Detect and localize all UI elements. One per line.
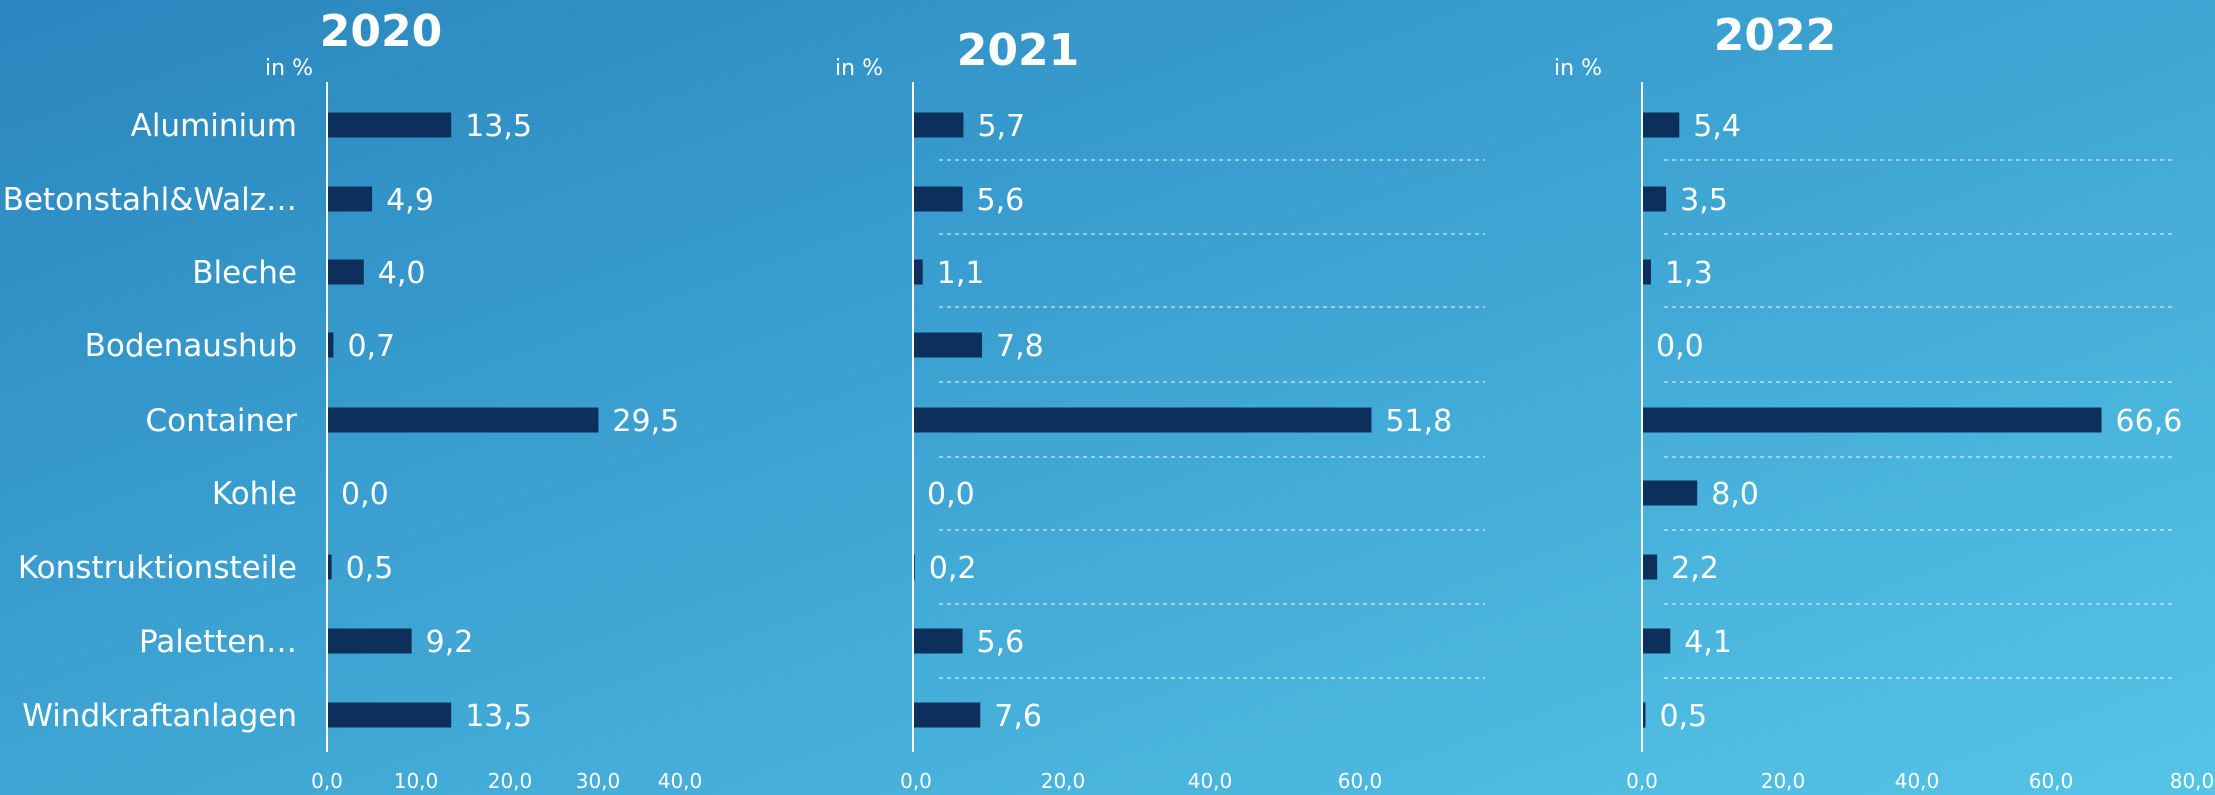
category-label: Kohle	[212, 476, 297, 512]
panel-2021-tick-label: 20,0	[1041, 769, 1086, 793]
panel-2020-value-label: 4,0	[378, 256, 426, 291]
panel-2022-value-label: 8,0	[1711, 477, 1759, 512]
panel-2021-tick-label: 40,0	[1188, 769, 1233, 793]
panel-2020-tick-label: 0,0	[311, 769, 343, 793]
panel-2022-tick-label: 20,0	[1761, 769, 1806, 793]
panel-2020-value-label: 0,0	[341, 477, 389, 512]
panel-2020-unit-label: in %	[265, 56, 313, 81]
panel-2021-bar	[913, 332, 983, 358]
panel-2020-tick-label: 30,0	[576, 769, 621, 793]
panel-2020-bar	[327, 554, 332, 580]
panel-2022-value-label: 66,6	[2116, 404, 2183, 439]
panel-2020-title: 2020	[320, 6, 442, 57]
category-label: Windkraftanlagen	[22, 698, 297, 734]
panel-2022-value-label: 3,5	[1680, 183, 1728, 218]
panel-2022-tick-label: 0,0	[1626, 769, 1658, 793]
panel-2022-bar	[1642, 480, 1698, 506]
panel-2022-title: 2022	[1714, 10, 1836, 61]
panel-2021-value-label: 0,0	[927, 477, 975, 512]
panel-2022-unit-label: in %	[1554, 56, 1602, 81]
panel-2021-tick-label: 0,0	[900, 769, 932, 793]
panel-2022-bar	[1642, 186, 1667, 212]
panel-2022-tick-label: 80,0	[2170, 769, 2215, 793]
panel-2022-value-label: 5,4	[1693, 109, 1741, 144]
panel-2020-value-label: 13,5	[465, 699, 532, 734]
panel-2020-value-label: 0,5	[346, 551, 394, 586]
panel-2020-tick-label: 40,0	[658, 769, 703, 793]
category-label: Container	[146, 403, 298, 439]
panel-2021-bar	[913, 112, 964, 138]
panel-2021-value-label: 7,8	[996, 329, 1044, 364]
panel-2020-value-label: 29,5	[612, 404, 679, 439]
panel-2020-bar	[327, 259, 364, 285]
panel-2021-value-label: 0,2	[929, 551, 977, 586]
panel-2020-bar	[327, 702, 452, 728]
panel-2021-value-label: 1,1	[937, 256, 985, 291]
panel-2020-bar	[327, 186, 373, 212]
panel-2020-value-label: 0,7	[347, 329, 395, 364]
panel-2021-value-label: 5,6	[977, 183, 1025, 218]
panel-2021-bar	[913, 628, 963, 654]
panel-2021-bar	[913, 407, 1372, 433]
panel-2022-tick-label: 60,0	[2029, 769, 2074, 793]
panel-2020-tick-label: 10,0	[394, 769, 439, 793]
panel-2022-value-label: 2,2	[1671, 551, 1719, 586]
category-label: Paletten…	[139, 624, 297, 660]
category-label: Aluminium	[131, 108, 297, 144]
panel-2022-bar	[1642, 702, 1646, 728]
panel-2021-bar	[913, 186, 963, 212]
panel-2021-unit-label: in %	[835, 56, 883, 81]
category-label: Bodenaushub	[85, 328, 297, 364]
panel-2020-value-label: 9,2	[426, 625, 474, 660]
panel-2020-tick-label: 20,0	[488, 769, 533, 793]
panel-2020-bar	[327, 628, 412, 654]
panel-2021-value-label: 7,6	[994, 699, 1042, 734]
panel-2020-bar	[327, 332, 334, 358]
category-label: Betonstahl&Walz…	[3, 182, 297, 218]
panel-2021-value-label: 51,8	[1385, 404, 1452, 439]
panel-2021-bar	[913, 702, 981, 728]
panel-2021-value-label: 5,7	[977, 109, 1025, 144]
panel-2021-bar	[913, 259, 923, 285]
panel-2020-value-label: 13,5	[465, 109, 532, 144]
panel-2022-value-label: 4,1	[1684, 625, 1732, 660]
category-label: Konstruktionsteile	[18, 550, 297, 586]
panel-2022-value-label: 1,3	[1665, 256, 1713, 291]
panel-2022-bar	[1642, 554, 1658, 580]
panel-2020-value-label: 4,9	[386, 183, 434, 218]
panel-2022-bar	[1642, 112, 1680, 138]
panel-2020-bar	[327, 112, 452, 138]
panel-2022-bar	[1642, 259, 1651, 285]
panel-2021-value-label: 5,6	[977, 625, 1025, 660]
category-label: Bleche	[192, 255, 297, 291]
panel-2020-bar	[327, 407, 599, 433]
panel-2022-bar	[1642, 628, 1671, 654]
panel-2022-tick-label: 40,0	[1895, 769, 1940, 793]
panel-2022-bar	[1642, 407, 2102, 433]
panel-2021-title: 2021	[957, 25, 1079, 76]
panel-2022-value-label: 0,0	[1656, 329, 1704, 364]
panel-2022-value-label: 0,5	[1659, 699, 1707, 734]
panel-2021-tick-label: 60,0	[1338, 769, 1383, 793]
